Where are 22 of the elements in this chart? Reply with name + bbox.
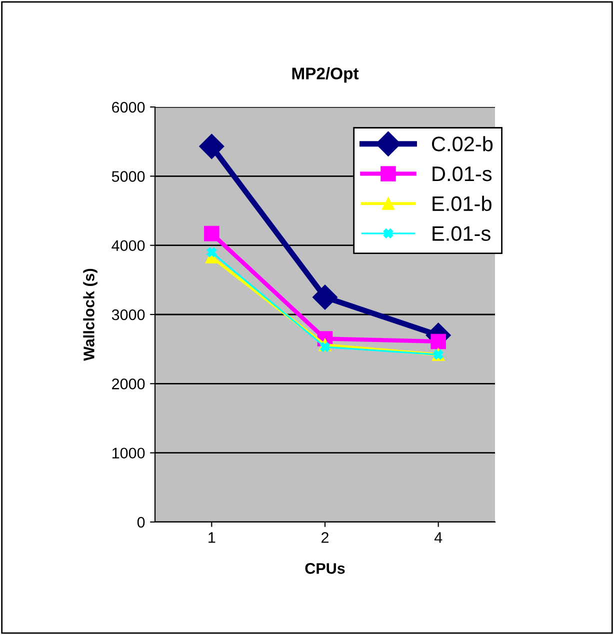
- legend-label: D.01-s: [432, 166, 492, 182]
- y-tick-label: 2000: [112, 378, 145, 390]
- y-tick-label: 0: [137, 516, 145, 528]
- x-axis-title: CPUs: [305, 563, 345, 574]
- y-tick-label: 4000: [112, 240, 145, 252]
- legend-label: C.02-b: [432, 136, 493, 152]
- point: [199, 134, 224, 159]
- y-tick-label: 3000: [112, 309, 145, 320]
- x-tick-label: 2: [322, 532, 328, 543]
- point: [312, 284, 338, 310]
- x-tick-label: 4: [434, 532, 442, 543]
- chart-title: MP2/Opt: [292, 67, 359, 83]
- point: [430, 334, 446, 350]
- x-tick-label: 1: [208, 532, 216, 543]
- y-tick-label: 1000: [112, 448, 145, 459]
- y-tick-label: 5000: [112, 171, 145, 182]
- y-tick-label: 6000: [112, 102, 145, 113]
- point: [206, 247, 217, 258]
- y-axis-title: Wallclock (s): [83, 268, 98, 361]
- legend-label: E.01-s: [432, 226, 490, 241]
- point: [204, 226, 220, 242]
- legend-label: E.01-b: [432, 196, 492, 212]
